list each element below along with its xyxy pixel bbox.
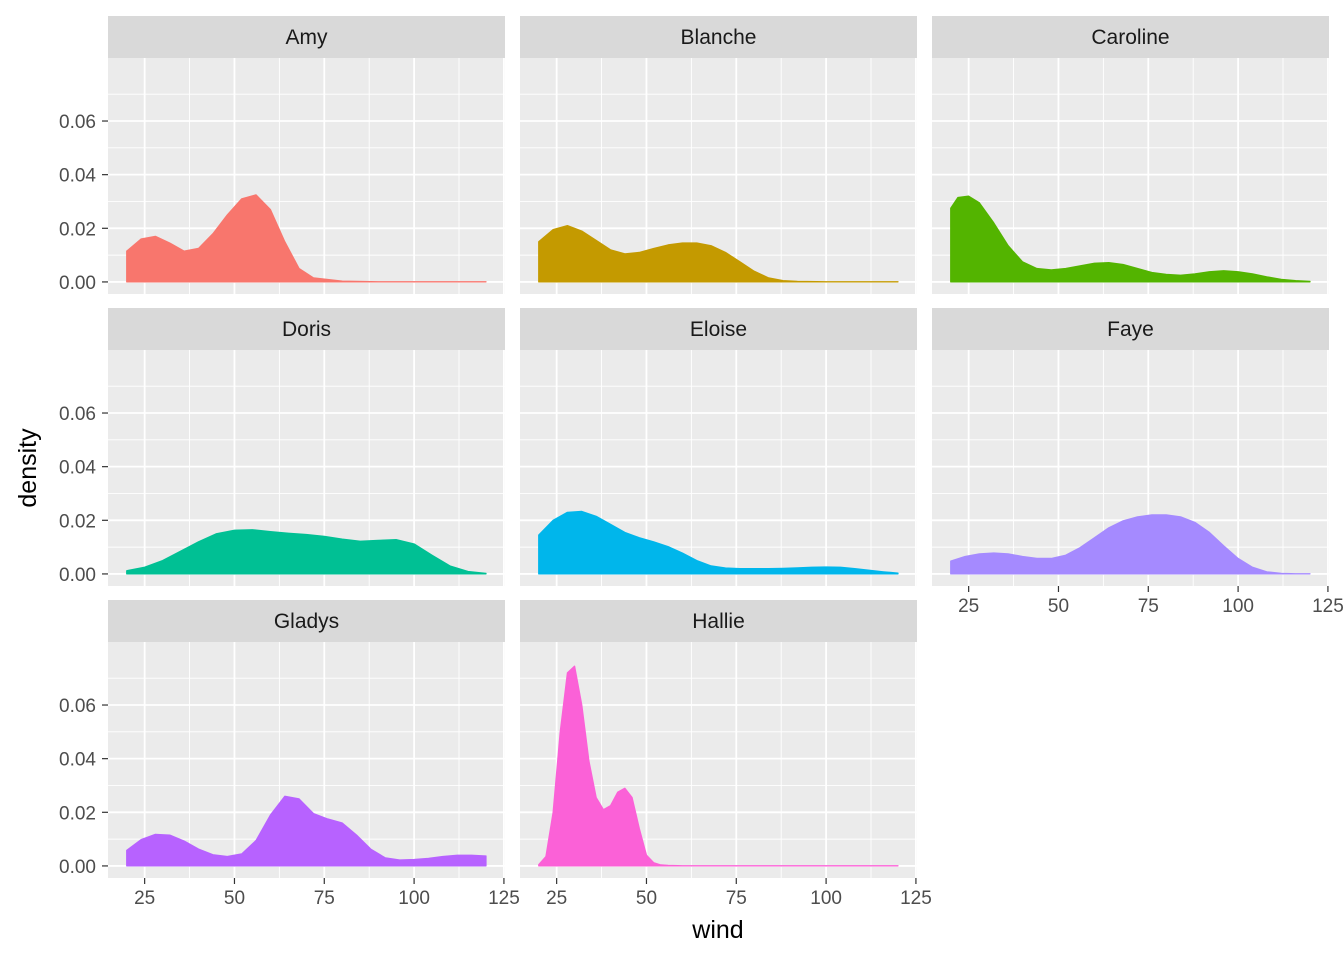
facet-strip xyxy=(520,308,917,350)
x-tick-label: 75 xyxy=(314,888,335,909)
x-tick-label: 50 xyxy=(636,888,657,909)
x-axis-title: wind xyxy=(691,916,743,944)
facet-strip-label: Caroline xyxy=(1091,26,1169,49)
x-tick-label: 100 xyxy=(1222,596,1254,617)
density-area-hallie xyxy=(538,665,899,867)
density-area-caroline xyxy=(950,195,1311,283)
facet-strip-label: Gladys xyxy=(274,610,339,633)
facet-strip xyxy=(520,600,917,642)
x-tick-label: 50 xyxy=(224,888,245,909)
x-tick-label: 75 xyxy=(726,888,747,909)
facet-strip xyxy=(520,16,917,58)
x-tick-label: 125 xyxy=(1312,596,1344,617)
facet-strip xyxy=(108,308,505,350)
facet-strip-label: Hallie xyxy=(692,610,745,633)
y-tick-label: 0.06 xyxy=(59,696,96,717)
y-tick-label: 0.04 xyxy=(59,750,96,771)
x-tick-label: 25 xyxy=(134,888,155,909)
facet-strip xyxy=(932,16,1329,58)
y-tick-label: 0.02 xyxy=(59,803,96,824)
facet-eloise: Eloise xyxy=(520,308,917,586)
x-tick-label: 100 xyxy=(810,888,842,909)
facet-strip xyxy=(108,600,505,642)
facet-caroline: Caroline xyxy=(932,16,1329,294)
x-tick-label: 25 xyxy=(958,596,979,617)
facet-faye: Faye 25 50 75 100 125 xyxy=(932,308,1344,617)
facet-doris: Doris 0.00 0.02 0.04 0.06 xyxy=(59,308,505,586)
facet-strip-label: Faye xyxy=(1107,318,1154,341)
facet-strip-label: Blanche xyxy=(681,26,757,49)
x-tick-label: 125 xyxy=(488,888,520,909)
facet-amy: Amy 0.00 0.02 0.04 0.06 xyxy=(59,16,505,294)
facet-strip-label: Eloise xyxy=(690,318,747,341)
y-tick-label: 0.06 xyxy=(59,112,96,133)
density-area-doris xyxy=(126,529,487,575)
y-tick-label: 0.04 xyxy=(59,458,96,479)
facet-hallie: Hallie 25 50 75 100 125 xyxy=(520,600,932,909)
y-tick-label: 0.02 xyxy=(59,511,96,532)
y-tick-label: 0.06 xyxy=(59,404,96,425)
density-area-faye xyxy=(950,514,1311,575)
x-tick-label: 50 xyxy=(1048,596,1069,617)
facet-blanche: Blanche xyxy=(520,16,917,294)
y-tick-label: 0.00 xyxy=(59,565,96,586)
x-tick-label: 100 xyxy=(398,888,430,909)
y-tick-label: 0.04 xyxy=(59,166,96,187)
facet-strip xyxy=(108,16,505,58)
y-tick-label: 0.00 xyxy=(59,273,96,294)
facet-gladys: Gladys 0.00 0.02 0.04 0.06 25 50 75 100 125 xyxy=(59,600,520,909)
x-tick-label: 125 xyxy=(900,888,932,909)
density-area-gladys xyxy=(126,795,487,867)
x-tick-label: 75 xyxy=(1138,596,1159,617)
density-area-amy xyxy=(126,194,487,283)
density-area-blanche xyxy=(538,225,899,283)
y-tick-label: 0.00 xyxy=(59,857,96,878)
y-axis-title: density xyxy=(14,428,42,508)
facet-panels: Amy 0.00 0.02 0.04 0.06 Blanche Caroline Doris 0… xyxy=(59,16,1344,909)
y-tick-label: 0.02 xyxy=(59,219,96,240)
x-tick-label: 25 xyxy=(546,888,567,909)
density-area-eloise xyxy=(538,510,899,575)
facet-strip xyxy=(932,308,1329,350)
facet-strip-label: Doris xyxy=(282,318,331,341)
facet-strip-label: Amy xyxy=(286,26,329,49)
